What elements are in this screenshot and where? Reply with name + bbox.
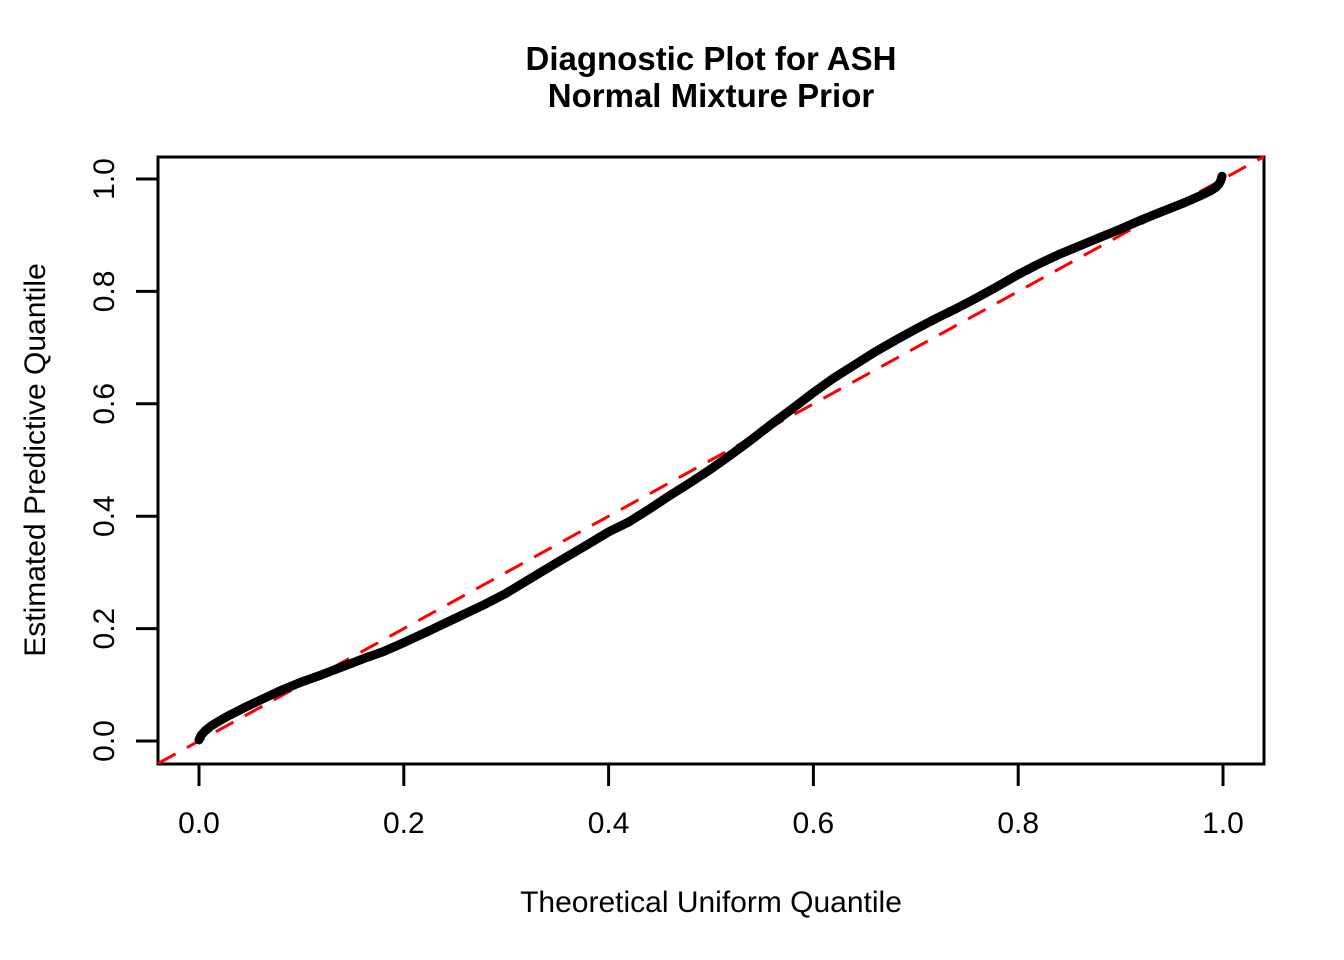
x-axis-tick-label: 0.0 (178, 807, 220, 840)
x-axis-tick-label: 1.0 (1202, 807, 1244, 840)
y-axis-tick-label: 0.4 (88, 495, 121, 537)
x-axis-tick-label: 0.8 (997, 807, 1039, 840)
plot-title-line2: Normal Mixture Prior (547, 77, 875, 114)
y-axis-tick-label: 0.2 (88, 608, 121, 650)
qq-curve (194, 171, 1227, 745)
plot-title: Diagnostic Plot for ASH Normal Mixture P… (158, 40, 1264, 114)
x-axis-tick-label: 0.6 (793, 807, 835, 840)
y-axis-label: Estimated Predictive Quantile (19, 263, 52, 657)
x-axis-label: Theoretical Uniform Quantile (520, 886, 902, 919)
x-axis-tick-label: 0.4 (588, 807, 630, 840)
plot-title-line1: Diagnostic Plot for ASH (525, 40, 897, 77)
y-axis-tick-label: 0.0 (88, 720, 121, 762)
y-axis-tick-label: 0.8 (88, 271, 121, 313)
y-axis-tick-label: 0.6 (88, 383, 121, 425)
plot-box (156, 155, 1266, 766)
x-axis-tick-label: 0.2 (383, 807, 425, 840)
y-axis-tick-label: 1.0 (88, 158, 121, 200)
